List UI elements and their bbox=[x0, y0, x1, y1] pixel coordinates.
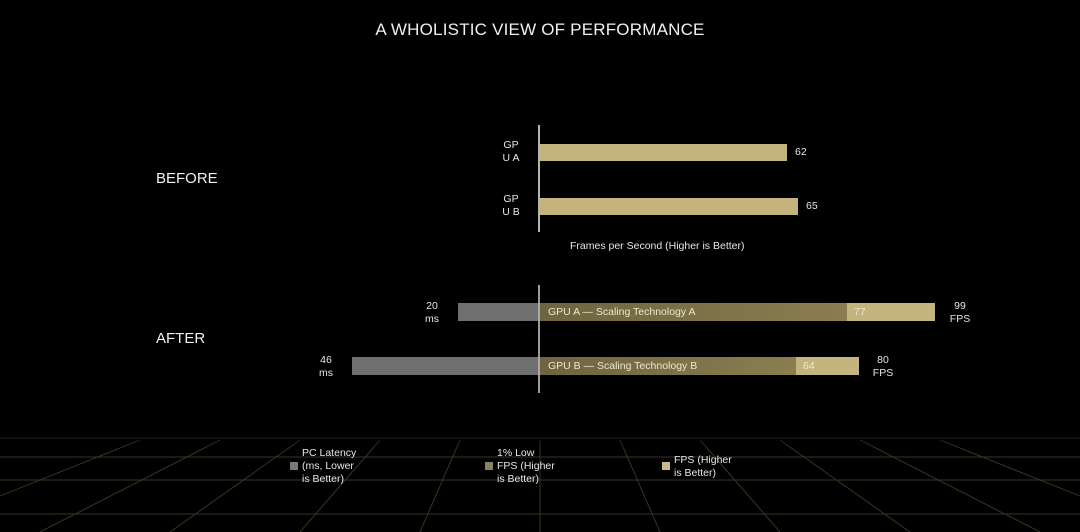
before-fps-bar-gpu-a bbox=[540, 144, 787, 161]
fps-value: 99 bbox=[954, 300, 966, 312]
legend-text: PC Latency bbox=[302, 447, 357, 459]
low-fps-value-gpu-a: 77 bbox=[854, 306, 866, 318]
bar-name-gpu-a: GPU A — Scaling Technology A bbox=[548, 306, 696, 318]
low-fps-bar-gpu-a: GPU A — Scaling Technology A bbox=[539, 303, 847, 321]
legend-swatch-olive bbox=[485, 462, 493, 470]
latency-value: 20 bbox=[426, 300, 438, 312]
before-fps-value-gpu-b: 65 bbox=[806, 200, 818, 212]
before-bar-label-line1: GP bbox=[503, 193, 519, 205]
before-fps-bar-gpu-b bbox=[540, 198, 798, 215]
before-bar-label-line2: U A bbox=[502, 152, 520, 164]
latency-bar-gpu-a bbox=[458, 303, 539, 321]
legend-text: is Better) bbox=[497, 473, 540, 485]
before-axis-line bbox=[538, 125, 540, 232]
latency-unit: ms bbox=[319, 367, 333, 379]
before-x-axis-label: Frames per Second (Higher is Better) bbox=[570, 240, 745, 252]
latency-bar-gpu-b bbox=[352, 357, 539, 375]
fps-unit: FPS bbox=[872, 367, 894, 379]
legend-text: FPS (Higher bbox=[674, 454, 732, 466]
fps-bar-gpu-a: 77 bbox=[847, 303, 935, 321]
low-fps-bar-gpu-b: GPU B — Scaling Technology B bbox=[539, 357, 796, 375]
chart-title: A WHOLISTIC VIEW OF PERFORMANCE bbox=[375, 20, 705, 39]
legend-swatch-gray bbox=[290, 462, 298, 470]
fps-value: 80 bbox=[877, 354, 889, 366]
fps-unit: FPS bbox=[949, 313, 971, 325]
latency-unit: ms bbox=[425, 313, 439, 325]
after-section-label: AFTER bbox=[156, 330, 206, 347]
legend-text: is Better) bbox=[674, 467, 717, 479]
after-axis-line bbox=[538, 285, 540, 393]
low-fps-value-gpu-b: 64 bbox=[803, 360, 815, 372]
before-bar-label-line1: GP bbox=[503, 139, 519, 151]
before-bar-label-line2: U B bbox=[502, 206, 520, 218]
legend-text: is Better) bbox=[302, 473, 345, 485]
legend-swatch-gold bbox=[662, 462, 670, 470]
legend-text: (ms, Lower bbox=[302, 460, 354, 472]
legend-text: FPS (Higher bbox=[497, 460, 555, 472]
bar-name-gpu-b: GPU B — Scaling Technology B bbox=[548, 360, 698, 372]
before-section-label: BEFORE bbox=[156, 170, 218, 187]
legend-text: 1% Low bbox=[497, 447, 535, 459]
latency-value: 46 bbox=[320, 354, 332, 366]
fps-bar-gpu-b: 64 bbox=[796, 357, 859, 375]
before-fps-value-gpu-a: 62 bbox=[795, 146, 807, 158]
